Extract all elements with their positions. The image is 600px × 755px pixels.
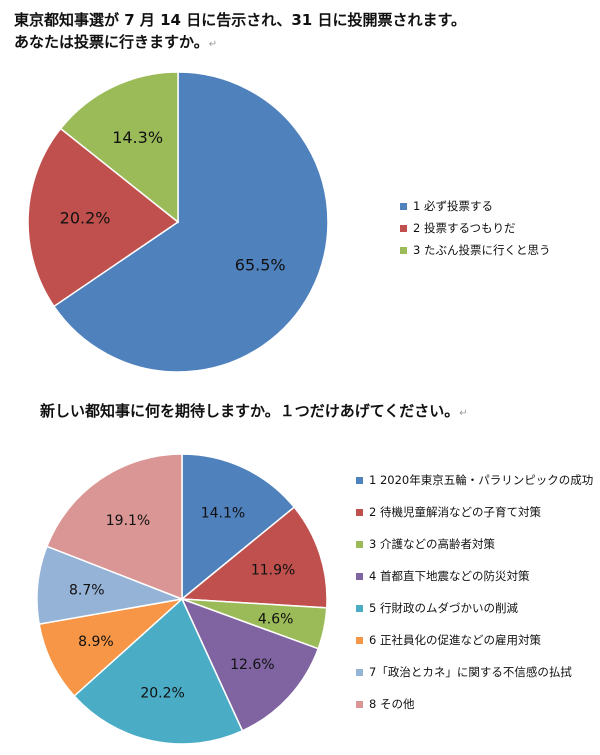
pie1-slice-3 [59, 71, 179, 224]
question2: 新しい都知事に何を期待しますか。１つだけあげてください。↵ [40, 401, 468, 424]
pie2-label-2: 11.9% [251, 563, 295, 579]
legend2-label-7: 7「政治とカネ」に関する不信感の払拭 [369, 665, 572, 679]
pie2-slice-6 [38, 597, 185, 698]
legend2-label-1: 1 2020年東京五輪・パラリンピックの成功 [369, 473, 594, 487]
legend2-swatch-5 [356, 604, 363, 612]
legend2-swatch-4 [356, 572, 363, 580]
legend2-item-4: 4 首都直下地震などの防災対策 [356, 560, 593, 592]
pie2-slice-5 [73, 597, 244, 745]
legend1-label-3: 3 たぶん投票に行くと思う [413, 243, 551, 257]
legend1-label-2: 2 投票するつもりだ [413, 221, 516, 235]
question1-line1-text: 東京都知事選が 7 月 14 日に告示され、31 日に投開票されます。 [14, 11, 466, 29]
pie1-slice-2 [27, 127, 180, 308]
pie2-label-8: 19.1% [106, 513, 150, 529]
legend2-label-4: 4 首都直下地震などの防災対策 [369, 569, 530, 583]
legend2-swatch-8 [356, 700, 363, 708]
legend1-swatch-2 [400, 224, 407, 232]
pie2-label-3: 4.6% [258, 612, 294, 628]
pie2-label-6: 8.9% [78, 634, 114, 650]
legend2-swatch-2 [356, 508, 363, 516]
legend2-item-5: 5 行財政のムダづかいの削減 [356, 592, 593, 624]
return-mark-icon: ↵ [208, 39, 218, 50]
legend-expectations: 1 2020年東京五輪・パラリンピックの成功 2 待機児童解消などの子育て対策 3 … [356, 464, 593, 720]
pie-chart-voting-intention: 65.5% 20.2% 14.3% [27, 71, 329, 373]
pie1-slice-1 [52, 71, 329, 373]
pie2-slice-2 [180, 506, 328, 609]
question1-line1: 東京都知事選が 7 月 14 日に告示され、31 日に投開票されます。 [14, 10, 466, 30]
legend1-swatch-3 [400, 246, 407, 254]
pie2-slice-1 [181, 453, 296, 601]
pie2-label-4: 12.6% [230, 657, 274, 673]
question2-text: 新しい都知事に何を期待しますか。１つだけあげてください。 [40, 402, 460, 420]
legend1-item-2: 2 投票するつもりだ [400, 217, 550, 239]
pie1-label-2: 20.2% [60, 208, 111, 227]
pie2-slice-8 [45, 453, 183, 601]
pie1-label-1: 65.5% [235, 256, 286, 275]
legend2-item-1: 1 2020年東京五輪・パラリンピックの成功 [356, 464, 593, 496]
legend2-item-6: 6 正社員化の促進などの雇用対策 [356, 624, 593, 656]
question1-line2-text: あなたは投票に行きますか。 [14, 33, 209, 51]
legend2-item-2: 2 待機児童解消などの子育て対策 [356, 496, 593, 528]
legend1-swatch-1 [400, 202, 407, 210]
legend1-item-1: 1 必ず投票する [400, 195, 550, 217]
legend2-swatch-6 [356, 636, 363, 644]
return-mark-icon: ↵ [459, 408, 468, 419]
pie-chart-expectations: 14.1% 11.9% 4.6% 12.6% 20.2% 8.9% 8.7% 19.1% [36, 453, 328, 745]
legend2-label-2: 2 待機児童解消などの子育て対策 [369, 505, 541, 519]
legend2-label-6: 6 正社員化の促進などの雇用対策 [369, 633, 541, 647]
pie1-label-3: 14.3% [112, 128, 163, 147]
legend1-item-3: 3 たぶん投票に行くと思う [400, 239, 550, 261]
legend1-label-1: 1 必ず投票する [413, 199, 493, 213]
legend2-label-8: 8 その他 [369, 697, 415, 711]
pie2-label-5: 20.2% [140, 686, 184, 702]
legend2-swatch-7 [356, 668, 363, 676]
legend2-swatch-1 [356, 476, 363, 484]
legend2-swatch-3 [356, 540, 363, 548]
legend2-label-5: 5 行財政のムダづかいの削減 [369, 601, 518, 615]
question1-line2: あなたは投票に行きますか。↵ [14, 32, 217, 55]
legend2-item-3: 3 介護などの高齢者対策 [356, 528, 593, 560]
pie2-label-1: 14.1% [201, 506, 245, 522]
pie2-slice-4 [180, 597, 320, 732]
legend2-item-8: 8 その他 [356, 688, 593, 720]
legend2-item-7: 7「政治とカネ」に関する不信感の払拭 [356, 656, 593, 688]
legend-voting-intention: 1 必ず投票する 2 投票するつもりだ 3 たぶん投票に行くと思う [400, 195, 550, 261]
legend2-label-3: 3 介護などの高齢者対策 [369, 537, 495, 551]
pie2-label-7: 8.7% [69, 583, 105, 599]
